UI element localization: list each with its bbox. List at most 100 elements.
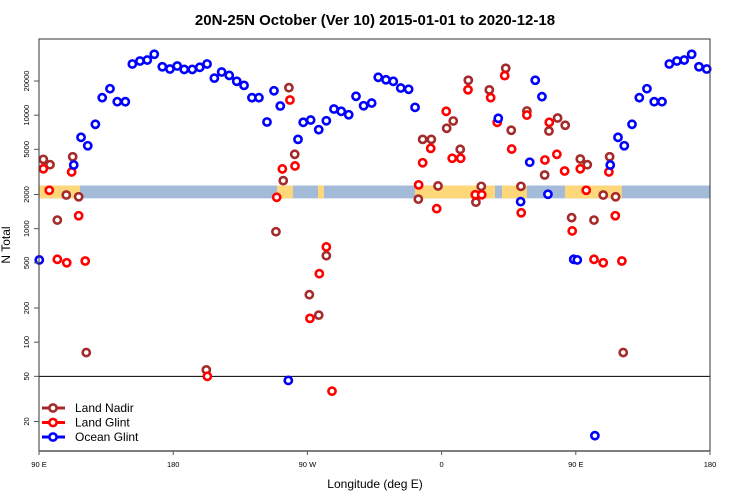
data-point [664,59,675,69]
data-point [559,166,570,176]
data-point [44,185,55,196]
data-point [618,347,629,358]
data-point [572,255,583,265]
data-point [567,226,578,236]
data-point [142,55,153,65]
data-point [52,215,63,225]
data-point [90,119,101,130]
y-tick-label: 200 [22,302,31,315]
data-point [285,95,295,105]
x-tick-label: 90 W [299,460,317,469]
data-point [694,61,704,72]
data-point [366,98,377,108]
data-point [441,106,452,117]
data-point [515,196,526,207]
y-tick-label: 1000 [22,220,31,237]
data-point [284,82,294,93]
data-point [351,91,361,102]
data-point [552,113,563,123]
legend-label: Ocean Glint [75,430,139,444]
y-tick-label: 2000 [22,186,31,203]
data-point [194,62,205,73]
data-point [403,84,414,95]
x-axis: 90 E 180 90 W 0 90 E 180 [31,450,717,469]
data-point [610,210,621,221]
data-point [417,157,428,168]
data-point [82,140,93,151]
data-point [447,153,458,164]
data-point [582,159,593,170]
data-point [551,149,562,160]
data-point [373,72,384,83]
y-tick-label: 5000 [22,141,31,158]
data-point [701,64,712,74]
data-point [61,190,72,200]
legend-item: Land Nadir [42,401,134,415]
chart-title: 20N-25N October (Ver 10) 2015-01-01 to 2… [195,12,555,29]
data-point [543,189,553,200]
data-point [634,92,645,103]
data-point [80,256,91,266]
x-axis-label: Longitude (deg E) [327,477,422,491]
data-point [277,164,288,174]
legend-marker [48,417,58,428]
data-point [358,100,369,111]
data-point [604,151,615,162]
data-point [463,75,474,86]
data-point [127,59,138,69]
series-ocean-glint [34,49,712,441]
band-ocean [39,185,710,199]
data-point [544,126,554,136]
data-point [589,430,600,441]
data-point [521,110,532,120]
data-point [61,257,72,268]
data-point [448,116,459,126]
x-tick-label: 90 E [568,460,583,469]
data-point [38,154,49,165]
series-land-nadir [38,63,629,375]
data-point [485,92,496,103]
data-point [275,101,286,111]
data-points [34,49,712,441]
data-point [441,123,452,134]
data-point [476,181,487,192]
data-point [613,132,623,143]
data-point [413,194,424,205]
data-point [605,160,616,170]
data-point [530,75,541,86]
data-point [327,386,337,397]
data-point [314,268,325,279]
data-point [506,144,517,154]
data-point [304,289,315,300]
data-point [598,190,609,200]
x-tick-label: 180 [704,460,717,469]
data-point [321,250,332,261]
data-point [336,106,347,117]
data-point [231,76,242,87]
data-point [343,109,354,120]
data-point [431,203,442,214]
data-point [649,96,660,107]
data-point [298,117,309,128]
data-point [67,151,78,162]
data-point [105,83,115,94]
data-point [589,254,599,265]
data-point [112,96,123,107]
y-axis: 20 50 100 200 500 1000 2000 5000 10000 20000 [22,39,40,451]
data-point [271,226,281,237]
data-point [187,64,198,75]
data-point [410,102,420,113]
data-point [610,191,621,202]
data-point [395,83,406,93]
legend-label: Land Glint [75,416,130,430]
x-tick-label: 90 E [31,460,46,469]
data-point [239,80,249,91]
band-land-segment [317,185,324,199]
data-point [516,207,527,218]
data-point [73,191,84,202]
data-point [426,134,437,145]
data-point [506,125,517,136]
data-point [433,181,443,191]
data-point [269,85,279,96]
